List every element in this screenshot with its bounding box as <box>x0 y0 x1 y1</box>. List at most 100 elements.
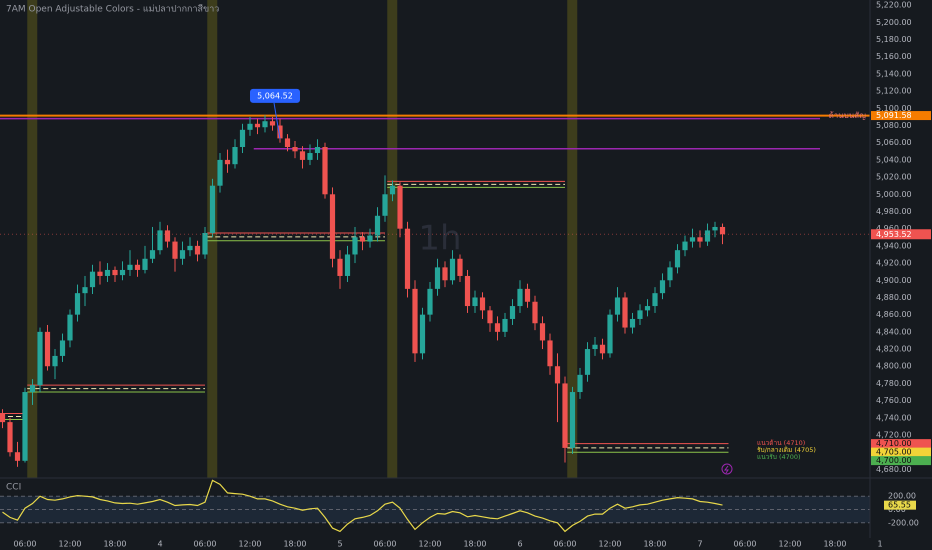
y-tick-label: 4,880.00 <box>876 293 912 302</box>
candle-body <box>142 258 148 270</box>
candle-body <box>59 340 66 356</box>
candle-body <box>202 232 208 255</box>
x-tick-label: 7 <box>697 540 702 549</box>
candle-body <box>37 331 43 386</box>
candle-body <box>487 310 493 324</box>
candle-body <box>374 215 381 236</box>
candle-body <box>509 306 516 319</box>
candle-body <box>607 314 613 354</box>
session-band <box>207 0 218 478</box>
y-tick-label: 5,060.00 <box>876 138 912 147</box>
candle-body <box>517 288 523 307</box>
price-tag-label: 4,953.52 <box>876 230 912 239</box>
candle-body <box>112 269 118 276</box>
level-tag-label: 4,700.00 <box>876 456 912 465</box>
candle-body <box>29 385 36 393</box>
y-tick-label: 5,100.00 <box>876 104 912 113</box>
x-tick-label: 12:00 <box>58 540 81 549</box>
candle-body <box>704 230 711 242</box>
candle-body <box>652 293 658 307</box>
cci-line <box>2 479 723 533</box>
candle-body <box>157 230 163 251</box>
y-tick-label: 4,780.00 <box>876 379 912 388</box>
candle-body <box>412 288 418 354</box>
x-tick-label: 06:00 <box>553 540 576 549</box>
lightning-icon <box>721 463 733 475</box>
candle-body <box>164 230 171 242</box>
cci-tick-label: 200.00 <box>888 492 916 501</box>
candle-body <box>247 123 253 130</box>
y-tick-label: 4,840.00 <box>876 327 912 336</box>
level-tag-label: 4,705.00 <box>876 448 912 457</box>
candle-body <box>89 271 96 288</box>
candle-body <box>217 159 223 186</box>
candle-body <box>389 185 396 195</box>
candle-body <box>599 344 606 354</box>
y-tick-label: 4,820.00 <box>876 345 912 354</box>
candle-body <box>74 293 81 315</box>
candle-body <box>314 147 321 154</box>
x-tick-label: 18:00 <box>103 540 126 549</box>
candle-body <box>479 297 486 311</box>
candle-body <box>562 383 568 448</box>
level-tag <box>871 111 931 121</box>
candle-body <box>119 269 126 276</box>
y-tick-label: 5,140.00 <box>876 69 912 78</box>
candle-body <box>539 323 546 341</box>
y-tick-label: 5,040.00 <box>876 155 912 164</box>
candle-body <box>67 314 73 341</box>
y-tick-label: 5,160.00 <box>876 52 912 61</box>
x-tick-label: 6 <box>517 540 522 549</box>
watermark: 1h <box>418 219 461 259</box>
candle-body <box>464 275 471 307</box>
candle-body <box>22 392 28 461</box>
level-tag <box>871 439 931 449</box>
price-tag <box>871 229 931 240</box>
level-text: รับ/กลางเดิม (4705) <box>757 446 816 454</box>
cci-tag <box>884 500 916 510</box>
candle-body <box>502 318 508 332</box>
candle-body <box>284 138 291 148</box>
candle-body <box>239 129 246 148</box>
cci-tick-label: -200.00 <box>888 518 919 527</box>
candle-body <box>344 254 351 276</box>
level-text: แนวต้าน (4710) <box>757 439 805 447</box>
candle-body <box>14 452 21 461</box>
candle-body <box>134 264 141 270</box>
y-tick-label: 5,120.00 <box>876 87 912 96</box>
candle-body <box>359 237 366 242</box>
level-tag <box>871 456 931 466</box>
candle-body <box>682 241 688 251</box>
candle-body <box>712 226 718 231</box>
candle-body <box>592 344 598 350</box>
level-tag-label: 4,710.00 <box>876 439 912 448</box>
candle-body <box>232 147 238 165</box>
candle-body <box>494 323 501 332</box>
x-tick-label: 1 <box>877 540 882 549</box>
candle-body <box>637 310 643 319</box>
candle-body <box>427 288 433 315</box>
candle-body <box>352 237 358 255</box>
candle-body <box>262 121 268 128</box>
level-tag-label: 5,091.58 <box>876 111 912 120</box>
y-tick-label: 5,220.00 <box>876 1 912 10</box>
x-tick-label: 5 <box>337 540 342 549</box>
candle-body <box>254 123 261 128</box>
candle-body <box>307 153 313 160</box>
y-tick-label: 5,000.00 <box>876 190 912 199</box>
session-band <box>387 0 398 478</box>
candle-body <box>82 287 88 294</box>
candle-body <box>0 413 6 423</box>
candle-body <box>209 185 216 233</box>
candle-body <box>419 314 426 354</box>
y-tick-label: 5,180.00 <box>876 35 912 44</box>
candle-body <box>584 349 591 375</box>
level-text: แนวรับ (4700) <box>757 453 801 461</box>
candle-body <box>329 194 336 259</box>
candle-body <box>299 151 306 160</box>
candle-body <box>622 297 628 328</box>
candle-body <box>322 147 328 195</box>
y-tick-label: 4,720.00 <box>876 431 912 440</box>
